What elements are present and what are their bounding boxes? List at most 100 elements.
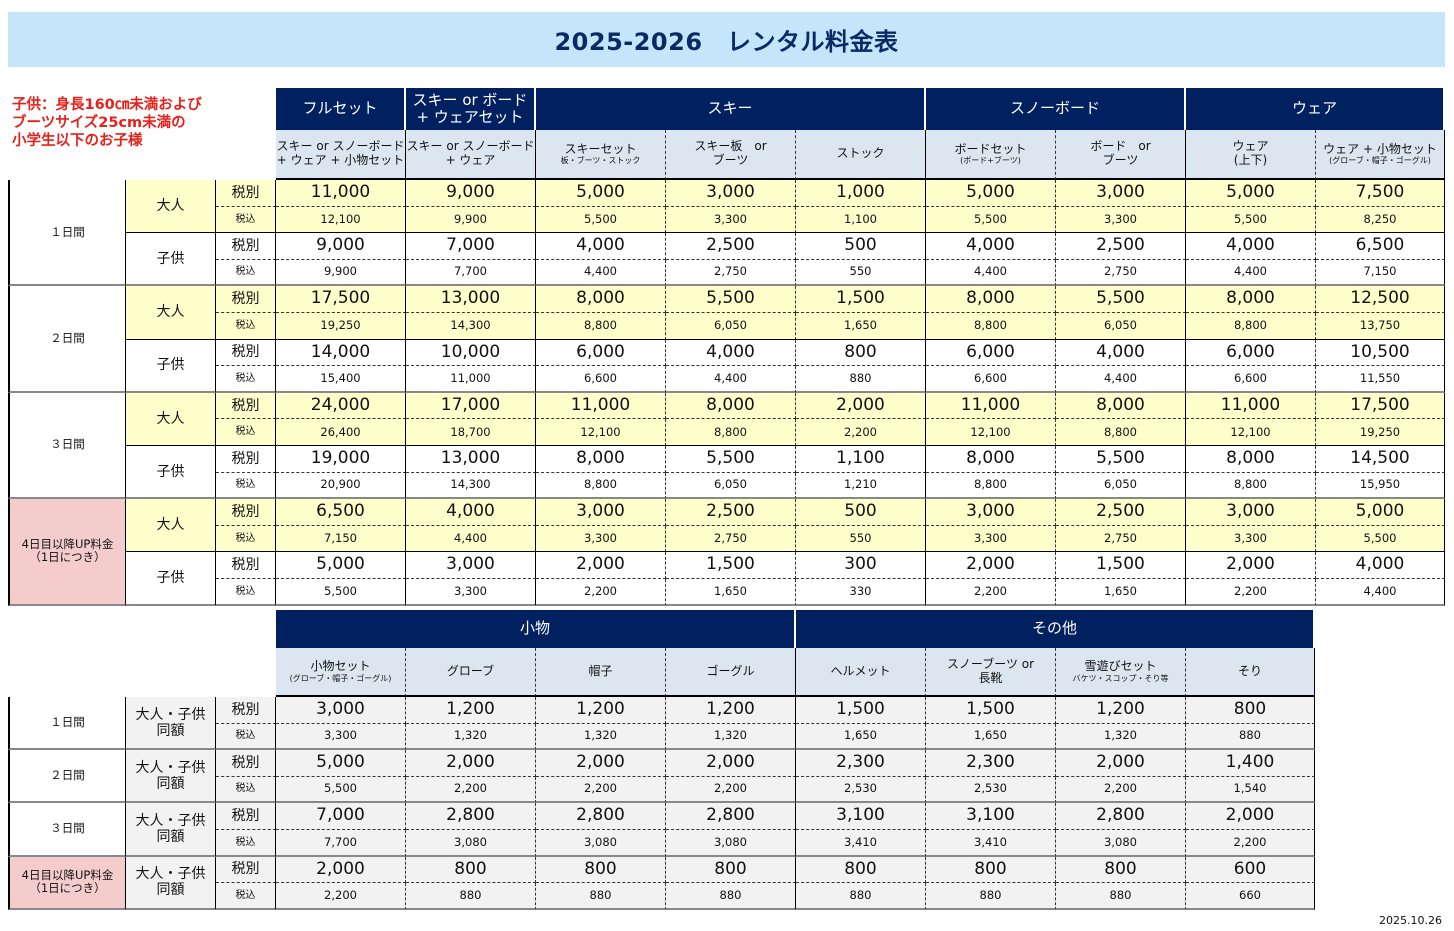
price-tax-included: 2,200 bbox=[1186, 830, 1315, 857]
price-tax-excluded: 6,500 bbox=[1316, 233, 1445, 260]
price-tax-included: 5,500 bbox=[276, 776, 406, 804]
price-tax-included: 26,400 bbox=[276, 419, 406, 446]
price-tax-excluded: 19,000 bbox=[276, 446, 406, 473]
price-tax-included: 3,410 bbox=[796, 830, 926, 857]
price-tax-included-text: 550 bbox=[849, 264, 872, 279]
tax-included-label: 税込 bbox=[216, 830, 276, 857]
price-tax-included: 9,900 bbox=[406, 206, 536, 234]
price-tax-excluded: 14,000 bbox=[276, 339, 406, 367]
price-tax-excluded-text: 2,000 bbox=[1096, 752, 1145, 773]
price-tax-included-text: 8,800 bbox=[1234, 318, 1267, 333]
price-tax-excluded-text: 1,200 bbox=[576, 699, 625, 720]
price-tax-excluded: 300 bbox=[796, 552, 926, 579]
customer-type-text: 大人・子供 同額 bbox=[135, 759, 206, 792]
price-tax-excluded: 3,000 bbox=[1056, 180, 1186, 207]
column-header-text: スキーセット bbox=[564, 141, 637, 156]
price-tax-excluded-text: 800 bbox=[1233, 699, 1267, 720]
price-tax-included: 2,750 bbox=[1056, 259, 1186, 287]
price-tax-excluded-text: 2,000 bbox=[316, 858, 365, 879]
tax-excluded-label: 税別 bbox=[216, 180, 276, 207]
price-tax-included: 4,400 bbox=[536, 259, 666, 287]
price-tax-included: 14,300 bbox=[406, 313, 536, 340]
price-tax-included: 2,200 bbox=[406, 776, 536, 804]
price-tax-included-text: 15,400 bbox=[320, 370, 361, 385]
tax-excluded-label-text: 税別 bbox=[231, 701, 260, 718]
price-tax-excluded: 5,000 bbox=[1186, 180, 1316, 207]
price-tax-excluded: 11,000 bbox=[1186, 392, 1316, 420]
price-tax-excluded-text: 8,000 bbox=[1226, 288, 1275, 309]
price-tax-included-text: 4,400 bbox=[714, 370, 747, 385]
tax-excluded-label-text: 税別 bbox=[231, 808, 260, 825]
price-tax-included: 13,750 bbox=[1316, 313, 1445, 340]
tax-included-label-text: 税込 bbox=[235, 783, 256, 795]
group-header: ウェア bbox=[1186, 88, 1445, 130]
group-header: フルセット bbox=[276, 88, 406, 130]
period-label-text: ３日間 bbox=[50, 821, 85, 836]
price-tax-included-text: 2,200 bbox=[324, 887, 357, 902]
price-tax-excluded: 8,000 bbox=[1186, 446, 1316, 473]
price-tax-excluded: 2,500 bbox=[666, 233, 796, 260]
price-tax-excluded: 2,500 bbox=[1056, 233, 1186, 260]
price-tax-included: 330 bbox=[796, 579, 926, 606]
price-tax-excluded: 1,200 bbox=[406, 697, 536, 724]
tax-excluded-label-text: 税別 bbox=[231, 557, 260, 574]
price-tax-included-text: 11,550 bbox=[1359, 370, 1401, 385]
period-label-text: ２日間 bbox=[50, 768, 85, 783]
period-label: ３日間 bbox=[8, 803, 126, 857]
price-tax-included: 7,700 bbox=[276, 830, 406, 857]
price-tax-included-text: 1,650 bbox=[714, 583, 747, 598]
price-tax-excluded: 12,500 bbox=[1316, 286, 1445, 313]
price-tax-excluded: 2,000 bbox=[536, 750, 666, 777]
price-tax-excluded-text: 1,200 bbox=[1096, 699, 1145, 720]
price-tax-included: 1,650 bbox=[1056, 579, 1186, 606]
period-label-text: ２日間 bbox=[50, 330, 85, 345]
price-tax-included-text: 12,100 bbox=[970, 424, 1011, 439]
column-header-text: ゴーグル bbox=[706, 663, 755, 678]
price-tax-excluded: 14,500 bbox=[1316, 446, 1445, 473]
price-tax-excluded: 3,000 bbox=[406, 552, 536, 579]
price-tax-excluded-text: 1,400 bbox=[1225, 752, 1275, 773]
price-tax-included-text: 9,900 bbox=[324, 264, 357, 279]
price-tax-included-text: 3,080 bbox=[1104, 834, 1137, 849]
price-tax-included-text: 1,650 bbox=[844, 728, 877, 743]
price-tax-included-text: 19,250 bbox=[1359, 424, 1401, 439]
price-tax-included: 4,400 bbox=[926, 259, 1056, 287]
price-tax-excluded-text: 2,000 bbox=[576, 752, 625, 773]
price-tax-included: 6,600 bbox=[926, 366, 1056, 393]
price-tax-included: 2,750 bbox=[1056, 525, 1186, 553]
tax-included-label-text: 税込 bbox=[235, 266, 256, 278]
tax-excluded-label: 税別 bbox=[216, 750, 276, 777]
price-tax-included-text: 6,050 bbox=[1104, 318, 1137, 333]
price-tax-included: 8,800 bbox=[666, 419, 796, 446]
tax-included-label: 税込 bbox=[216, 883, 276, 910]
price-tax-excluded-text: 5,500 bbox=[1096, 288, 1145, 309]
price-tax-excluded-text: 500 bbox=[844, 501, 877, 522]
price-tax-excluded-text: 600 bbox=[1233, 858, 1267, 879]
price-tax-excluded-text: 2,000 bbox=[706, 752, 755, 773]
price-tax-excluded-text: 2,800 bbox=[706, 805, 755, 826]
revision-date: 2025.10.26 bbox=[1379, 914, 1442, 927]
price-tax-excluded-text: 3,000 bbox=[576, 501, 625, 522]
price-tax-excluded: 2,000 bbox=[1056, 750, 1186, 777]
price-tax-included-text: 2,200 bbox=[714, 781, 747, 796]
price-tax-included-text: 12,100 bbox=[1230, 424, 1271, 439]
column-header-text: ヘルメット bbox=[830, 663, 891, 678]
price-tax-excluded: 5,500 bbox=[666, 286, 796, 313]
price-tax-included-text: 880 bbox=[1239, 728, 1261, 743]
price-tax-included: 6,050 bbox=[1056, 313, 1186, 340]
tax-included-label: 税込 bbox=[216, 366, 276, 393]
price-tax-excluded: 1,500 bbox=[666, 552, 796, 579]
price-tax-included-text: 2,200 bbox=[584, 781, 617, 796]
tax-excluded-label: 税別 bbox=[216, 856, 276, 884]
price-tax-excluded-text: 1,500 bbox=[836, 288, 885, 309]
price-tax-included: 5,500 bbox=[1186, 206, 1316, 234]
price-tax-included: 2,200 bbox=[1186, 579, 1316, 606]
price-tax-excluded: 1,200 bbox=[666, 697, 796, 724]
price-tax-excluded: 1,100 bbox=[796, 446, 926, 473]
price-tax-included: 1,320 bbox=[406, 723, 536, 751]
price-tax-included: 2,200 bbox=[796, 419, 926, 446]
price-tax-excluded-text: 8,000 bbox=[1096, 394, 1145, 415]
price-tax-excluded-text: 2,800 bbox=[446, 805, 495, 826]
price-tax-excluded: 3,000 bbox=[276, 697, 406, 724]
price-tax-included: 5,500 bbox=[276, 579, 406, 606]
